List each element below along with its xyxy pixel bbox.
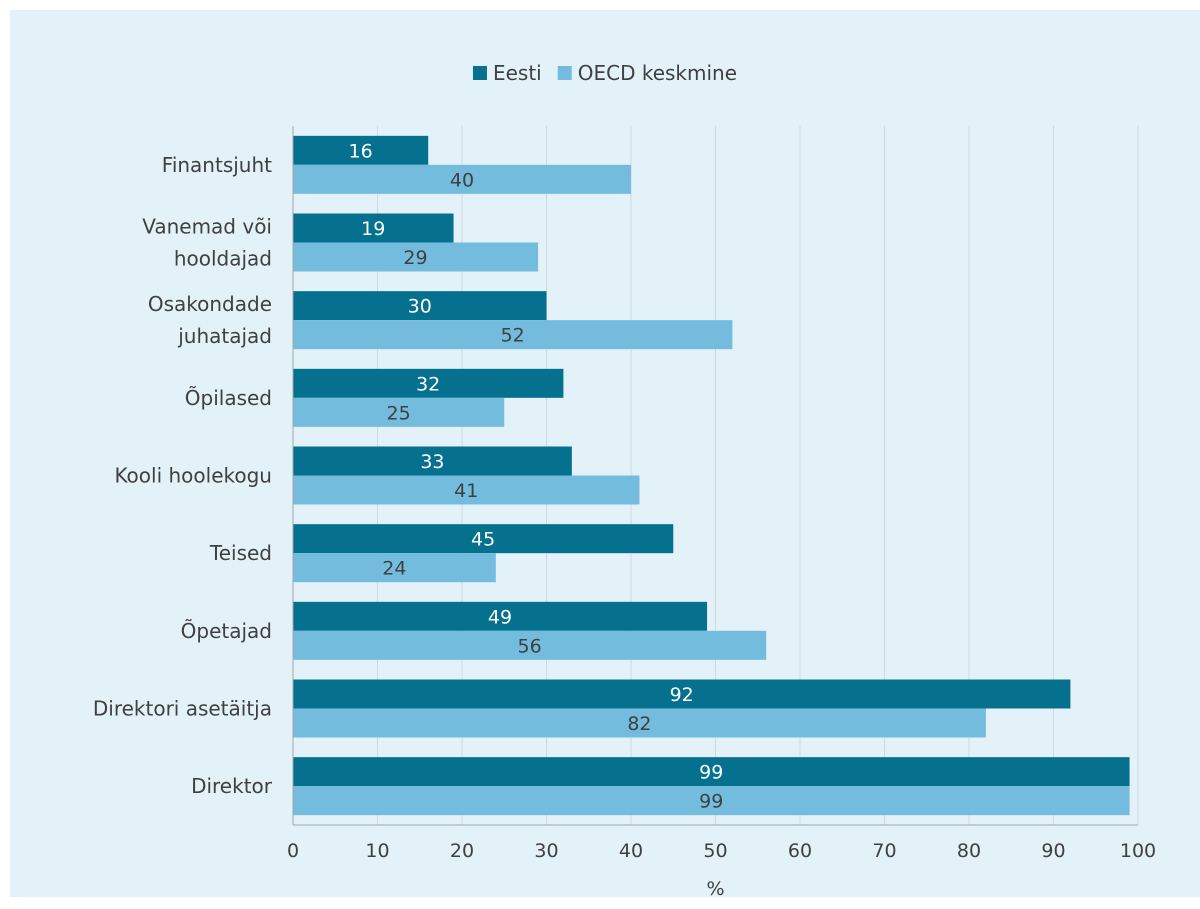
- bar-eesti-4: [293, 446, 572, 476]
- category-label-2: Osakondade juhatajad: [148, 292, 272, 348]
- data-label-oecd-1: 29: [403, 247, 427, 269]
- bar-eesti-5: [293, 524, 674, 554]
- legend-label-eesti: Eesti: [493, 61, 542, 85]
- category-label-3: Õpilased: [185, 386, 272, 410]
- category-label-8: Direktor: [191, 774, 273, 798]
- category-label-1: Vanemad või hooldajad: [142, 215, 272, 271]
- axes: 0 10 20 30 40 50 60 70 80 90 100 Finantsjuht Vanemad…: [93, 126, 1156, 862]
- bar-oecd-2: [293, 320, 733, 350]
- legend-swatch-oecd: [557, 66, 572, 80]
- bar-oecd-7: [293, 708, 986, 738]
- x-tick-label-90: 90: [1041, 840, 1065, 862]
- data-label-eesti-8: 99: [699, 762, 723, 784]
- x-tick-label-0: 0: [287, 840, 299, 862]
- data-label-eesti-1: 19: [361, 218, 385, 240]
- x-tick-label-50: 50: [703, 840, 727, 862]
- bar-oecd-4: [293, 475, 640, 505]
- bar-eesti-8: [293, 757, 1130, 787]
- data-label-oecd-4: 41: [454, 480, 478, 502]
- bar-eesti-1: [293, 213, 454, 243]
- data-label-eesti-0: 16: [349, 140, 373, 162]
- bar-oecd-1: [293, 242, 539, 272]
- bar-eesti-0: [293, 135, 429, 165]
- bar-oecd-8: [293, 786, 1130, 816]
- x-tick-label-30: 30: [534, 840, 558, 862]
- data-label-oecd-8: 99: [699, 791, 723, 813]
- category-label-5: Teised: [209, 541, 272, 565]
- bar-eesti-3: [293, 368, 564, 398]
- data-label-oecd-5: 24: [382, 558, 406, 580]
- x-tick-label-100: 100: [1120, 840, 1156, 862]
- x-tick-label-40: 40: [619, 840, 643, 862]
- x-axis-title: %: [706, 878, 724, 897]
- category-label-4: Kooli hoolekogu: [114, 464, 272, 488]
- data-label-oecd-0: 40: [450, 169, 474, 191]
- data-label-eesti-7: 92: [670, 684, 694, 706]
- data-label-eesti-5: 45: [471, 529, 495, 551]
- bar-oecd-3: [293, 397, 505, 427]
- data-label-eesti-3: 32: [416, 373, 440, 395]
- category-label-0: Finantsjuht: [162, 153, 272, 177]
- legend: Eesti OECD keskmine: [472, 61, 737, 85]
- x-tick-label-10: 10: [365, 840, 389, 862]
- chart-frame: 16 40 19 29 30 52 32 25 33 41 45 24 49 56 92 82 99 99 0 10…: [10, 10, 1200, 897]
- data-label-oecd-7: 82: [627, 713, 651, 735]
- bar-oecd-5: [293, 553, 496, 583]
- x-tick-label-20: 20: [450, 840, 474, 862]
- data-label-oecd-3: 25: [387, 402, 411, 424]
- data-label-eesti-4: 33: [420, 451, 444, 473]
- data-label-oecd-6: 56: [518, 635, 542, 657]
- bar-eesti-6: [293, 601, 708, 631]
- data-label-eesti-2: 30: [408, 296, 432, 318]
- x-tick-label-70: 70: [872, 840, 896, 862]
- bar-oecd-0: [293, 164, 631, 194]
- data-label-oecd-2: 52: [501, 325, 525, 347]
- legend-swatch-eesti: [472, 66, 487, 80]
- data-label-eesti-6: 49: [488, 606, 512, 628]
- bar-eesti-2: [293, 291, 547, 321]
- bar-eesti-7: [293, 679, 1071, 709]
- category-label-6: Õpetajad: [181, 619, 272, 643]
- category-label-7: Direktori asetäitja: [93, 697, 272, 721]
- x-tick-label-80: 80: [957, 840, 981, 862]
- legend-label-oecd: OECD keskmine: [578, 61, 737, 85]
- x-tick-label-60: 60: [788, 840, 812, 862]
- bars: [293, 135, 1130, 816]
- bar-oecd-6: [293, 630, 767, 660]
